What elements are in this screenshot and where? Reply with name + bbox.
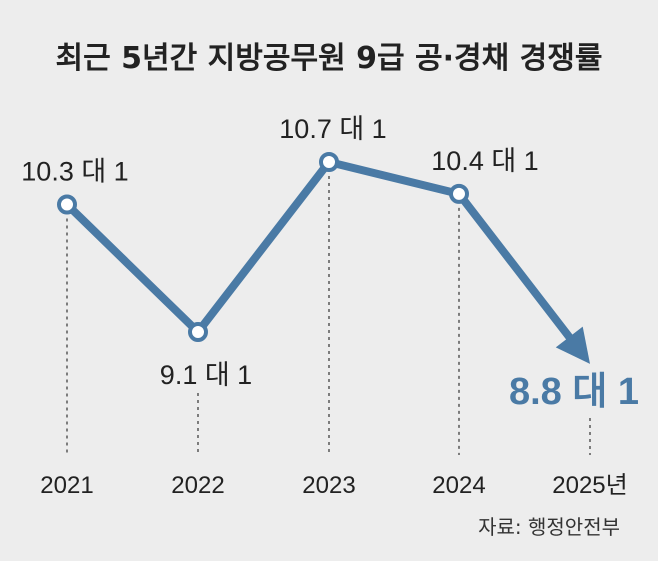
source-note: 자료: 행정안전부 bbox=[478, 515, 620, 539]
data-label-2025년: 8.8 대 1 bbox=[509, 371, 639, 413]
data-label-2023: 10.7 대 1 bbox=[279, 114, 386, 144]
x-tick-2021: 2021 bbox=[40, 472, 93, 499]
data-point-2023 bbox=[319, 152, 339, 172]
series-segment bbox=[455, 189, 575, 343]
series-segment bbox=[63, 200, 202, 336]
series-segment bbox=[325, 158, 463, 198]
x-tick-2022: 2022 bbox=[171, 472, 224, 499]
x-tick-2024: 2024 bbox=[432, 472, 485, 499]
chart-title: 최근 5년간 지방공무원 9급 공·경채 경쟁률 bbox=[56, 41, 603, 76]
data-point-2022 bbox=[188, 322, 208, 342]
guide-lines bbox=[66, 176, 591, 455]
x-tick-2025년: 2025년 bbox=[552, 472, 627, 499]
data-label-2024: 10.4 대 1 bbox=[431, 146, 538, 176]
data-labels: 10.3 대 1 9.1 대 1 10.7 대 1 10.4 대 1 8.8 대 1 bbox=[21, 114, 639, 413]
data-label-2022: 9.1 대 1 bbox=[160, 360, 252, 390]
data-points bbox=[57, 152, 469, 342]
x-axis-ticks: 2021 2022 2023 2024 2025년 bbox=[40, 472, 627, 499]
data-point-2021 bbox=[57, 194, 77, 215]
series-segment bbox=[194, 158, 333, 336]
series-line bbox=[63, 158, 590, 364]
x-tick-2023: 2023 bbox=[302, 472, 355, 499]
data-label-2021: 10.3 대 1 bbox=[21, 157, 128, 187]
trend-arrow-head bbox=[555, 326, 590, 364]
data-point-2024 bbox=[449, 183, 469, 204]
